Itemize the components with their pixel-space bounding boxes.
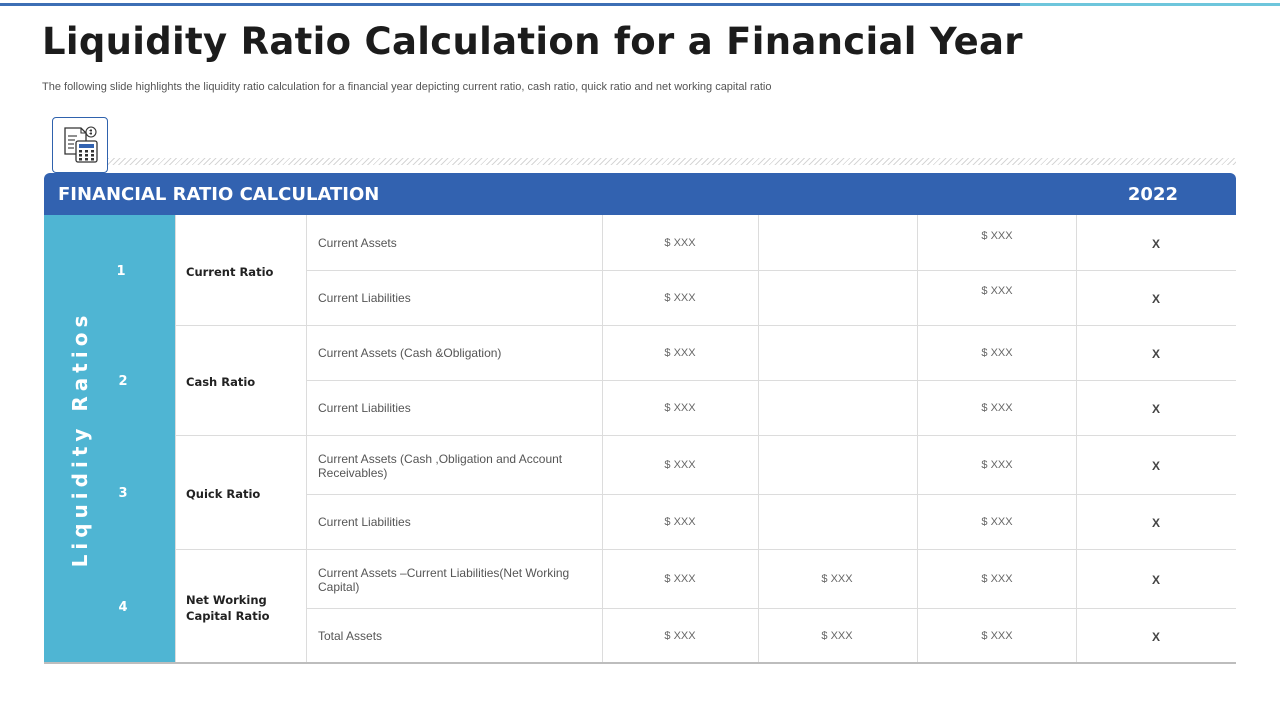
grid-line [306, 380, 1236, 381]
value-cell: $ XXX [981, 402, 1013, 414]
value-cell: $ XXX [821, 630, 853, 642]
value-cell: $ XXX [664, 402, 696, 414]
result-cell: X [1151, 347, 1160, 361]
value-cell: $ XXX [664, 573, 696, 585]
result-cell: X [1151, 630, 1160, 644]
side-panel [44, 215, 175, 663]
table-bottom-border [44, 662, 1236, 664]
grid-line [175, 215, 176, 663]
ratio-item: Current Liabilities [318, 515, 411, 529]
ratio-number-3: 3 [118, 486, 128, 501]
value-cell: $ XXX [664, 630, 696, 642]
ratio-number-4: 4 [118, 600, 128, 615]
side-label: Liquidity Ratios [68, 310, 92, 568]
value-cell: $ XXX [664, 292, 696, 304]
grid-line [175, 549, 1236, 550]
ratio-name: Current Ratio [186, 265, 274, 279]
ratio-name: Cash Ratio [186, 375, 256, 389]
ratio-item: Current Liabilities [318, 401, 411, 415]
ratio-item: Total Assets [318, 629, 383, 643]
result-cell: X [1151, 573, 1160, 587]
value-cell: $ XXX [664, 237, 696, 249]
grid-line [1076, 215, 1077, 663]
hatch-divider [108, 158, 1236, 165]
value-cell: $ XXX [981, 230, 1013, 242]
result-cell: X [1151, 402, 1160, 416]
value-cell: $ XXX [664, 459, 696, 471]
ratio-item: Current Assets (Cash &Obligation) [318, 346, 502, 360]
ratio-number-2: 2 [118, 374, 128, 389]
page-title: Liquidity Ratio Calculation for a Financ… [42, 20, 1023, 63]
grid-line [306, 215, 307, 663]
ratio-name: Quick Ratio [186, 487, 261, 501]
result-cell: X [1151, 516, 1160, 530]
grid-line [602, 215, 603, 663]
ratio-item: Current Assets [318, 236, 397, 250]
result-cell: X [1151, 292, 1160, 306]
table-header-year: 2022 [1127, 184, 1178, 205]
top-accent-bar [0, 3, 1020, 6]
ratio-name: Net Working Capital Ratio [186, 593, 270, 623]
table-header: FINANCIAL RATIO CALCULATION 2022 [44, 173, 1236, 215]
value-cell: $ XXX [981, 630, 1013, 642]
result-cell: X [1151, 237, 1160, 251]
table-header-title: FINANCIAL RATIO CALCULATION [58, 184, 380, 205]
ratio-table: Current Ratio Current Assets $ XXX $ XXX… [175, 215, 1236, 663]
grid-line [306, 608, 1236, 609]
value-cell: $ XXX [981, 459, 1013, 471]
result-cell: X [1151, 459, 1160, 473]
grid-line [306, 270, 1236, 271]
grid-line [917, 215, 918, 663]
top-accent-bar-light [1020, 3, 1280, 6]
ratio-item: Current Assets –Current Liabilities(Net … [318, 566, 570, 594]
grid-line [306, 494, 1236, 495]
value-cell: $ XXX [981, 347, 1013, 359]
ratio-number-1: 1 [116, 264, 126, 279]
value-cell: $ XXX [981, 285, 1013, 297]
value-cell: $ XXX [821, 573, 853, 585]
ratio-item: Current Liabilities [318, 291, 411, 305]
value-cell: $ XXX [981, 573, 1013, 585]
value-cell: $ XXX [664, 347, 696, 359]
page-subtitle: The following slide highlights the liqui… [42, 81, 772, 93]
value-cell: $ XXX [664, 516, 696, 528]
grid-line [175, 435, 1236, 436]
grid-line [175, 325, 1236, 326]
ratio-item: Current Assets (Cash ,Obligation and Acc… [318, 452, 563, 480]
grid-line [758, 215, 759, 663]
value-cell: $ XXX [981, 516, 1013, 528]
calculator-document-icon [52, 117, 108, 173]
